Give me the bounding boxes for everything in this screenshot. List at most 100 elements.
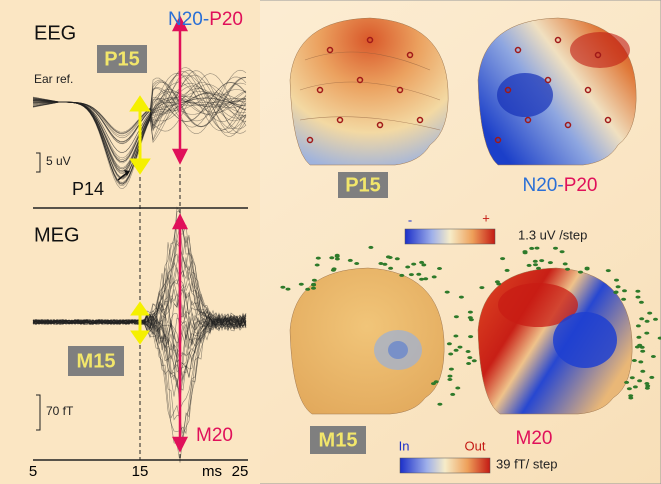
sensor [638, 360, 643, 363]
map-label: P15 [345, 174, 381, 196]
sensor [639, 301, 644, 304]
sensor [468, 316, 473, 319]
reference-label: Ear ref. [34, 72, 73, 86]
sensor [578, 271, 583, 274]
sensor [466, 350, 471, 353]
sensor [640, 350, 645, 353]
eeg-title: EEG [34, 22, 76, 44]
sensor [653, 318, 658, 321]
sensor [633, 385, 638, 388]
meg-colorbar [400, 458, 490, 473]
meg-head-m20 [478, 268, 632, 414]
sensor [454, 349, 459, 352]
sensor [405, 266, 410, 269]
sensor [409, 273, 414, 276]
sensor [533, 260, 538, 263]
sensor [386, 255, 391, 258]
sensor [445, 291, 450, 294]
sensor [479, 286, 484, 289]
sensor [616, 285, 621, 288]
sensor [455, 387, 460, 390]
n20: N20 [523, 175, 558, 196]
eeg-head-n20-p20 [478, 18, 636, 165]
meg-scale: 70 fT [46, 404, 74, 418]
sensor [630, 376, 635, 379]
sensor [431, 382, 436, 385]
sensor [637, 379, 642, 382]
m15-label: M15 [77, 350, 116, 372]
colorbar-step: 39 fT/ step [496, 456, 557, 471]
sensor [459, 296, 464, 299]
sensor [468, 311, 473, 314]
sensor [624, 381, 629, 384]
sensor [311, 287, 316, 290]
colorbar-min: In [399, 438, 410, 453]
sensor [585, 267, 590, 270]
sensor [449, 368, 454, 371]
sensor [565, 268, 570, 271]
meg-head-m15 [290, 268, 444, 414]
sensor [651, 355, 656, 358]
sensor [382, 263, 387, 266]
sensor [416, 273, 421, 276]
sensor [622, 289, 627, 292]
sensor [495, 280, 500, 283]
n20: N20 [168, 9, 203, 30]
figure: EEG Ear ref. P15 5 uV P14 N20-P20 MEG M1… [0, 0, 661, 484]
sensor [632, 359, 637, 362]
sensor [466, 362, 471, 365]
sensor [447, 378, 452, 381]
sensor [458, 346, 463, 349]
sensor [311, 284, 316, 287]
sensor [467, 356, 472, 359]
x-tick-label: 15 [132, 463, 149, 480]
sensor [280, 286, 285, 289]
x-tick-label: 5 [29, 463, 37, 480]
sensor [640, 370, 645, 373]
sensor [635, 346, 640, 349]
sensor [454, 315, 459, 318]
eeg-colorbar [405, 229, 495, 244]
sensor [645, 320, 650, 323]
sensor [614, 279, 619, 282]
m20-label: M20 [196, 425, 233, 446]
sensor [644, 332, 649, 335]
sensor [472, 359, 477, 362]
sensor [316, 257, 321, 260]
sensor [329, 256, 334, 259]
sensor [299, 283, 304, 286]
sensor [535, 247, 540, 250]
sensor [399, 274, 404, 277]
sensor [621, 298, 626, 301]
sensor [533, 263, 538, 266]
sensor [614, 291, 619, 294]
sensor [421, 263, 426, 266]
sensor [437, 267, 442, 270]
sensor [286, 288, 291, 291]
sensor [368, 246, 373, 249]
eeg-head-p15 [290, 18, 448, 165]
p20: P20 [209, 9, 243, 30]
sensor [529, 247, 534, 250]
sensor [447, 342, 452, 345]
sensor [636, 324, 641, 327]
sensor [627, 387, 632, 390]
sensor [500, 257, 505, 260]
sensor [388, 267, 393, 270]
sensor [527, 264, 532, 267]
sensor [348, 259, 353, 262]
sensor [335, 254, 340, 257]
sensor [468, 335, 473, 338]
sensor [539, 259, 544, 262]
colorbar-max: + [482, 210, 490, 225]
sensor [536, 267, 541, 270]
sensor [635, 290, 640, 293]
meg-title: MEG [34, 224, 80, 246]
sensor [450, 393, 455, 396]
p14-label: P14 [72, 179, 104, 199]
sensor [636, 336, 641, 339]
x-tick-label: 25 [232, 463, 249, 480]
sensor [639, 317, 644, 320]
eeg-scale: 5 uV [46, 154, 71, 168]
p15-label: P15 [104, 48, 140, 70]
